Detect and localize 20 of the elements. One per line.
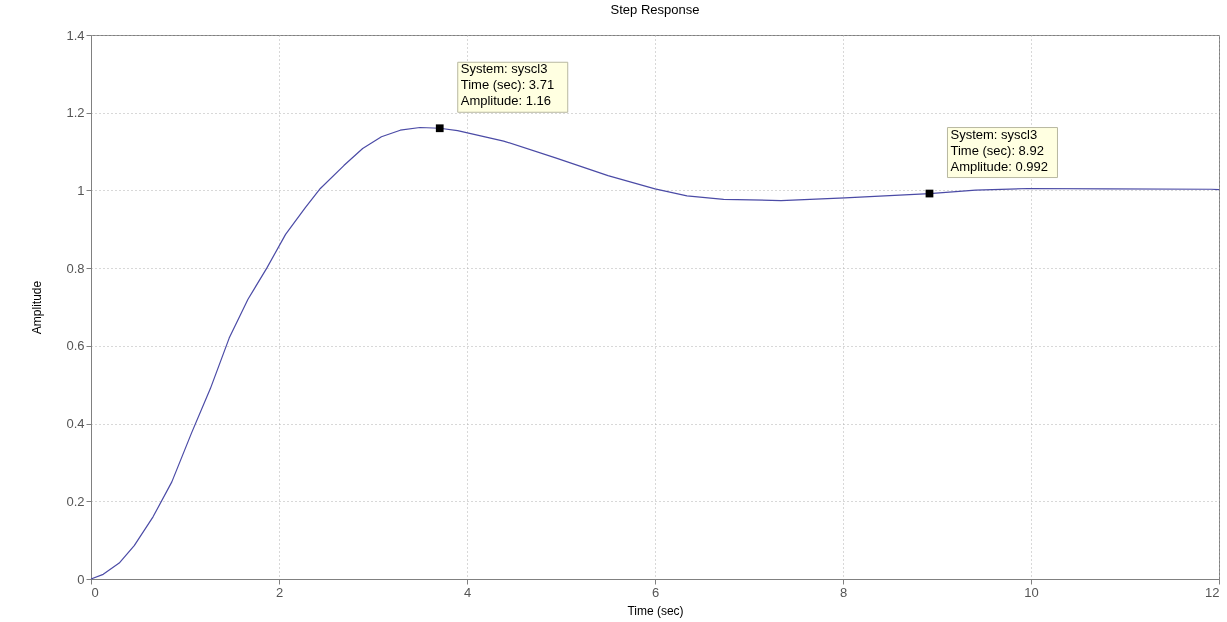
y-tick-label: 1	[77, 182, 85, 198]
x-tick-label: 4	[463, 584, 472, 600]
x-tick-label: 6	[651, 584, 660, 600]
x-tick-label: 12	[1205, 584, 1220, 600]
x-tick-label: 10	[1024, 584, 1039, 600]
y-tick-label: 1.4	[66, 27, 85, 43]
chart-title: Step Response	[610, 2, 700, 17]
y-tick-label: 0.2	[66, 493, 85, 509]
y-tick-label: 0	[77, 571, 85, 587]
annotation: System: syscl3 Time (sec): 8.92 Amplitude: 0.992	[950, 126, 1049, 174]
x-tick-label: 8	[839, 584, 848, 600]
y-axis-title: Amplitude	[30, 280, 45, 335]
y-tick-label: 0.4	[66, 416, 85, 432]
annotation: System: syscl3 Time (sec): 3.71 Amplitude: 1.16	[460, 61, 555, 109]
y-tick-label: 0.6	[66, 338, 85, 354]
x-tick-label: 2	[275, 584, 284, 600]
y-tick-label: 1.2	[66, 105, 85, 121]
y-tick-label: 0.8	[66, 260, 85, 276]
x-tick-label: 0	[91, 584, 99, 600]
x-axis-title: Time (sec)	[627, 603, 684, 618]
